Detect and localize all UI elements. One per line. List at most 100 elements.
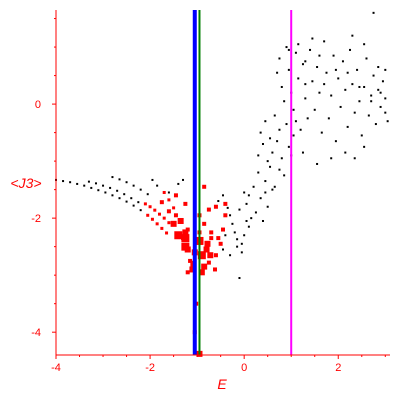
black-data-point: [273, 114, 276, 117]
red-data-point: [189, 266, 196, 273]
black-data-point: [306, 117, 309, 120]
black-data-point: [330, 94, 333, 97]
red-data-point: [155, 222, 159, 226]
black-data-point: [372, 11, 375, 14]
black-data-point: [222, 248, 224, 251]
red-data-point: [170, 220, 177, 227]
black-data-point: [257, 171, 260, 174]
black-data-point: [266, 160, 269, 163]
black-data-point: [356, 68, 359, 71]
black-data-point: [236, 245, 239, 248]
red-point-series: [143, 184, 228, 357]
black-data-point: [318, 91, 321, 94]
black-data-point: [229, 214, 232, 217]
black-data-point: [245, 202, 248, 205]
black-data-point: [311, 80, 314, 83]
red-data-point: [209, 230, 214, 235]
black-data-point: [349, 48, 352, 51]
red-data-point: [160, 226, 164, 230]
red-data-point: [173, 193, 178, 198]
black-data-point: [330, 157, 333, 160]
black-data-point: [287, 145, 290, 148]
black-data-point: [316, 162, 319, 165]
x-tick-label: 2: [335, 362, 341, 374]
black-data-point: [301, 63, 304, 66]
black-data-point: [283, 100, 286, 103]
x-tick-label: 0: [241, 362, 247, 374]
black-data-point: [316, 66, 319, 69]
black-data-point: [139, 209, 142, 212]
black-data-point: [292, 134, 295, 137]
red-data-point: [202, 184, 207, 189]
black-data-point: [334, 140, 337, 143]
black-data-point: [276, 71, 279, 74]
y-tick-label: -4: [31, 327, 41, 339]
black-point-series: [55, 11, 389, 280]
black-data-point: [367, 114, 370, 117]
black-data-point: [353, 157, 356, 160]
red-data-point: [148, 205, 152, 209]
black-data-point: [337, 77, 340, 80]
red-data-point: [181, 242, 190, 251]
x-ticks: -4 -2 0 2: [51, 355, 386, 374]
black-data-point: [299, 128, 302, 131]
black-data-point: [236, 238, 239, 241]
red-data-point: [173, 213, 178, 218]
black-data-point: [344, 88, 347, 91]
black-data-point: [294, 120, 297, 123]
black-data-point: [344, 151, 347, 154]
black-data-point: [370, 100, 373, 103]
black-data-point: [278, 168, 281, 171]
black-data-point: [233, 231, 236, 234]
black-data-point: [379, 91, 382, 94]
black-data-point: [327, 117, 330, 120]
black-data-point: [341, 60, 344, 63]
black-data-point: [245, 219, 248, 222]
black-data-point: [304, 83, 307, 86]
red-data-point: [201, 263, 208, 270]
black-data-point: [137, 201, 140, 204]
red-data-point: [181, 234, 190, 243]
black-data-point: [229, 254, 232, 257]
black-data-point: [118, 178, 121, 181]
red-data-point: [143, 202, 147, 206]
black-data-point: [320, 131, 323, 134]
black-data-point: [269, 137, 272, 140]
black-data-point: [297, 77, 300, 80]
black-data-point: [346, 71, 349, 74]
black-data-point: [261, 219, 264, 222]
black-data-point: [358, 100, 361, 103]
black-data-point: [252, 185, 255, 188]
black-data-point: [294, 51, 297, 54]
black-data-point: [379, 105, 382, 108]
red-data-point: [207, 252, 214, 259]
red-data-point: [167, 221, 171, 225]
red-data-point: [221, 227, 225, 232]
black-data-point: [94, 182, 97, 185]
black-data-point: [304, 60, 307, 63]
red-data-point: [206, 207, 211, 212]
black-data-point: [313, 108, 316, 111]
red-data-point: [159, 200, 164, 205]
black-data-point: [287, 68, 290, 71]
black-data-point: [167, 191, 170, 194]
black-data-point: [358, 85, 361, 88]
black-data-point: [363, 43, 366, 46]
red-data-point: [216, 236, 221, 241]
red-data-point: [185, 270, 190, 275]
y-tick-label: -2: [31, 213, 41, 225]
black-data-point: [217, 200, 220, 203]
black-data-point: [231, 222, 234, 225]
red-data-point: [182, 229, 189, 236]
black-data-point: [243, 234, 246, 237]
black-data-point: [132, 204, 135, 207]
red-data-point: [150, 217, 154, 221]
black-data-point: [104, 191, 107, 194]
black-data-point: [87, 180, 90, 183]
black-data-point: [261, 143, 264, 146]
black-data-point: [247, 225, 250, 228]
black-data-point: [240, 251, 243, 254]
black-data-point: [90, 186, 93, 189]
black-data-point: [130, 197, 133, 200]
